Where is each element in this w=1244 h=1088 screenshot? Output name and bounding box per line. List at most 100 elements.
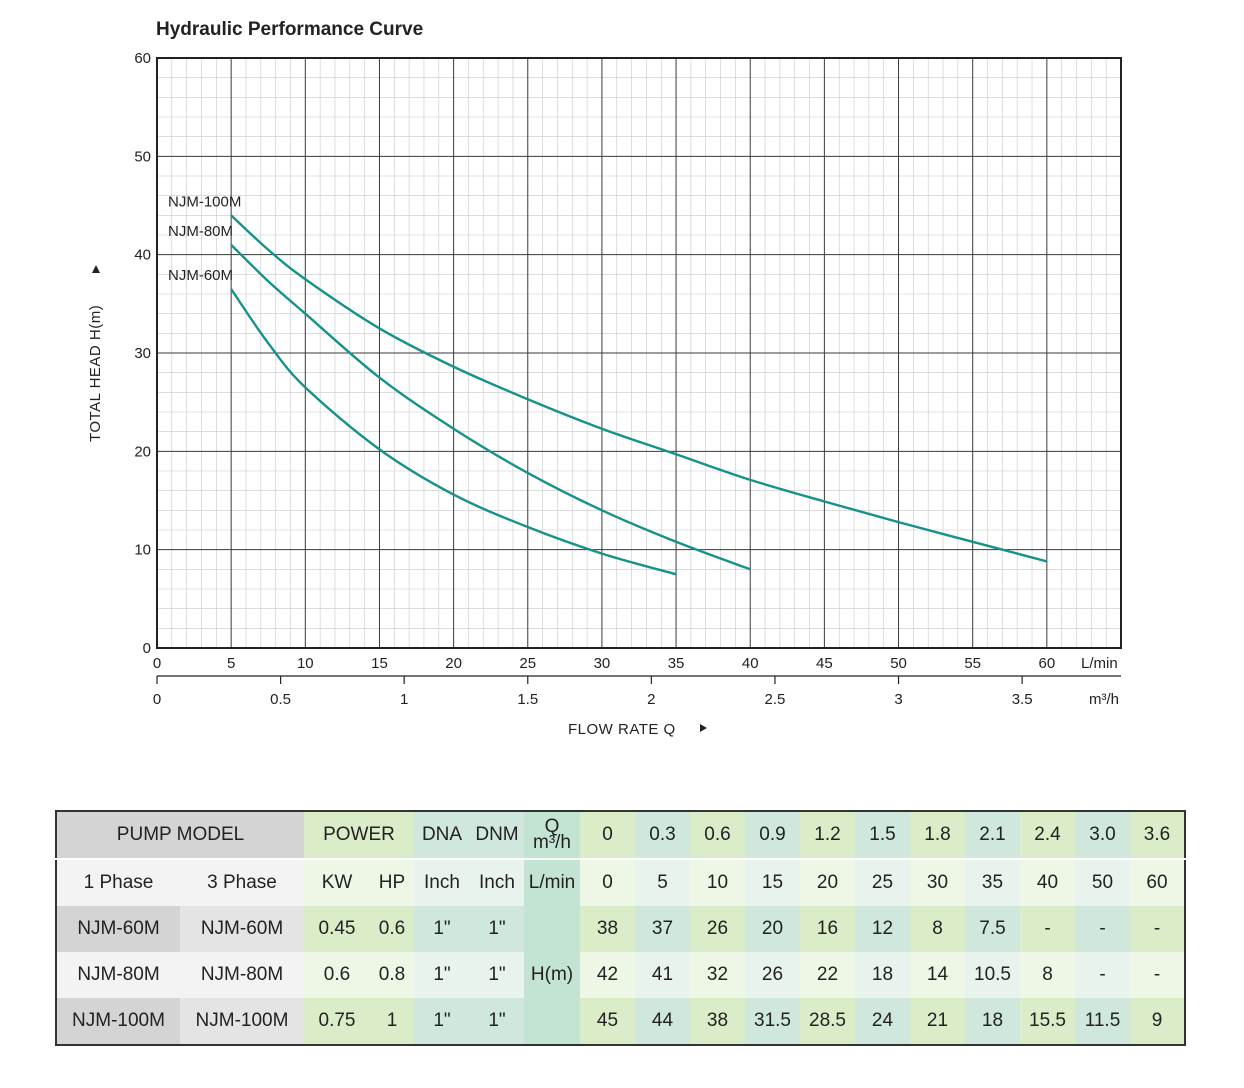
- model-1phase: NJM-60M: [56, 906, 180, 952]
- dnm-size: 1": [470, 906, 524, 952]
- major-grid: [157, 58, 1121, 648]
- x2-tick-label: 3: [894, 691, 902, 708]
- head-value: 38: [580, 906, 635, 952]
- model-3phase: NJM-60M: [180, 906, 304, 952]
- performance-chart: Hydraulic Performance Curve 010203040506…: [87, 19, 1122, 738]
- x-tick-label: 40: [742, 655, 759, 672]
- dnm-header: DNM: [470, 811, 524, 860]
- head-value: 26: [690, 906, 745, 952]
- y-axis-label: TOTAL HEAD H(m): [87, 305, 104, 442]
- head-value: 26: [745, 952, 800, 998]
- head-value: -: [1075, 906, 1130, 952]
- head-value: 28.5: [800, 998, 855, 1045]
- power-kw: 0.75: [304, 998, 370, 1045]
- head-value: 8: [910, 906, 965, 952]
- head-value: 44: [635, 998, 690, 1045]
- power-header: POWER: [304, 811, 414, 860]
- series-label-njm-60m: NJM-60M: [168, 267, 233, 284]
- head-value: 14: [910, 952, 965, 998]
- q-value: 1.5: [855, 811, 910, 860]
- y-tick-label: 40: [134, 247, 151, 264]
- head-value: 22: [800, 952, 855, 998]
- series-line-njm-60m: [230, 288, 677, 576]
- x-tick-label: 30: [594, 655, 611, 672]
- lmin-value: 25: [855, 859, 910, 906]
- plot-frame: [156, 57, 1122, 649]
- y-tick-label: 30: [134, 345, 151, 362]
- dnm-inch-header: Inch: [470, 859, 524, 906]
- spec-table-wrapper: PUMP MODEL POWER DNA DNM Q m³/h 0 0.3 0.…: [55, 810, 1186, 1046]
- lmin-value: 30: [910, 859, 965, 906]
- x2-tick-label: 0: [153, 691, 161, 708]
- head-value: 16: [800, 906, 855, 952]
- q-value: 0.3: [635, 811, 690, 860]
- head-value: 24: [855, 998, 910, 1045]
- x-tick-label: 25: [519, 655, 536, 672]
- x-tick-label: 20: [445, 655, 462, 672]
- x2-tick-label: 2.5: [765, 691, 786, 708]
- head-value: 42: [580, 952, 635, 998]
- q-value: 2.4: [1020, 811, 1075, 860]
- y-tick-label: 10: [134, 542, 151, 559]
- head-value: 37: [635, 906, 690, 952]
- x-axis-arrow-icon: [700, 724, 707, 732]
- series-line-njm-80m: [230, 243, 751, 571]
- head-value: 41: [635, 952, 690, 998]
- head-value: -: [1130, 952, 1185, 998]
- x-tick-label: 45: [816, 655, 833, 672]
- dna-header: DNA: [414, 811, 470, 860]
- model-1phase: NJM-80M: [56, 952, 180, 998]
- x-tick-label: 50: [890, 655, 907, 672]
- x-tick-label: 55: [964, 655, 981, 672]
- q-value: 1.8: [910, 811, 965, 860]
- q-value: 0.9: [745, 811, 800, 860]
- q-value: 2.1: [965, 811, 1020, 860]
- model-3phase: NJM-80M: [180, 952, 304, 998]
- q-unit-header: Q m³/h: [524, 811, 580, 860]
- spec-table: PUMP MODEL POWER DNA DNM Q m³/h 0 0.3 0.…: [55, 810, 1186, 1046]
- y-tick-label: 0: [143, 640, 151, 657]
- x-axis-label: FLOW RATE Q: [568, 721, 676, 738]
- y-axis-arrow-icon: [92, 265, 100, 273]
- x-axis-ticks-lmin: 0 5 10 15 20 25 30 35 40 45 50 55 60: [153, 655, 1055, 672]
- head-value: 12: [855, 906, 910, 952]
- head-value: 32: [690, 952, 745, 998]
- model-3phase: NJM-100M: [180, 998, 304, 1045]
- head-value: 8: [1020, 952, 1075, 998]
- head-value: 45: [580, 998, 635, 1045]
- series-labels: NJM-100M NJM-80M NJM-60M: [168, 193, 241, 284]
- x2-tick-label: 1.5: [517, 691, 538, 708]
- head-value: 21: [910, 998, 965, 1045]
- phase3-header: 3 Phase: [180, 859, 304, 906]
- x-tick-label: 10: [297, 655, 314, 672]
- dnm-size: 1": [470, 952, 524, 998]
- head-value: -: [1075, 952, 1130, 998]
- head-value: 18: [965, 998, 1020, 1045]
- x-tick-label: 15: [371, 655, 388, 672]
- q-label: Q: [544, 816, 560, 837]
- head-value: 9: [1130, 998, 1185, 1045]
- series-label-njm-100m: NJM-100M: [168, 193, 241, 210]
- q-value: 3.0: [1075, 811, 1130, 860]
- x2-tick-label: 0.5: [270, 691, 291, 708]
- lmin-value: 50: [1075, 859, 1130, 906]
- lmin-value: 15: [745, 859, 800, 906]
- q-value: 0: [580, 811, 635, 860]
- table-row: NJM-60M NJM-60M 0.45 0.6 1" 1" H(m) 38 3…: [56, 906, 1185, 1045]
- x2-tick-label: 3.5: [1012, 691, 1033, 708]
- head-value: 15.5: [1020, 998, 1075, 1045]
- q-value: 3.6: [1130, 811, 1185, 860]
- power-hp: 1: [370, 998, 414, 1045]
- dna-size: 1": [414, 952, 470, 998]
- head-value: 7.5: [965, 906, 1020, 952]
- x-axis-ticks-m3h: 0 0.5 1 1.5 2 2.5 3 3.5: [153, 676, 1033, 708]
- lmin-value: 60: [1130, 859, 1185, 906]
- head-value: 18: [855, 952, 910, 998]
- x-unit-lmin: L/min: [1081, 655, 1118, 672]
- dnm-size: 1": [470, 998, 524, 1045]
- table-header-row-q: PUMP MODEL POWER DNA DNM Q m³/h 0 0.3 0.…: [56, 811, 1185, 860]
- table-header-row-lmin: 1 Phase 3 Phase KW HP Inch Inch L/min 0 …: [56, 859, 1185, 906]
- dna-size: 1": [414, 998, 470, 1045]
- x-tick-label: 60: [1039, 655, 1056, 672]
- hp-header: HP: [370, 859, 414, 906]
